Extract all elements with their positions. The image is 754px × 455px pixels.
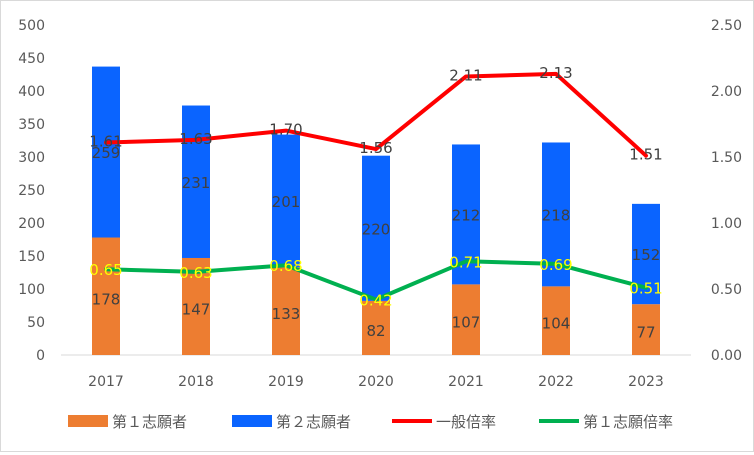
x-axis-tick: 2017	[88, 374, 124, 390]
bar-second-choice	[272, 134, 300, 268]
bar-second-choice-label: 152	[632, 246, 661, 264]
lines	[104, 71, 648, 302]
first-choice-ratio-label: 0.68	[269, 257, 302, 275]
bar-first-choice	[452, 284, 480, 355]
first-choice-ratio-label: 0.69	[539, 256, 572, 274]
left-axis-tick: 250	[18, 183, 45, 199]
x-axis-tick: 2023	[628, 374, 664, 390]
bar-first-choice	[272, 267, 300, 355]
legend-second-choice-label: 第２志願者	[276, 413, 351, 431]
right-axis-tick: 1.50	[711, 150, 742, 166]
left-axis-tick: 200	[18, 216, 45, 232]
x-axis-tick: 2021	[448, 374, 484, 390]
bar-first-choice-label: 133	[272, 305, 301, 323]
left-axis-tick: 50	[27, 315, 45, 331]
bar-second-choice-label: 201	[272, 193, 301, 211]
legend-first-choice-ratio-label: 第１志願倍率	[583, 413, 673, 431]
bar-first-choice	[632, 304, 660, 355]
bar-first-choice	[182, 257, 210, 355]
bar-first-choice	[92, 237, 120, 355]
right-axis: 0.00 0.50 1.00 1.50 2.00 2.50	[711, 18, 742, 364]
bar-first-choice-label: 104	[542, 315, 571, 333]
bar-second-choice-label: 231	[182, 174, 211, 192]
first-choice-ratio-label: 0.63	[179, 264, 212, 282]
bar-second-choice	[92, 66, 120, 238]
general-ratio-label: 1.61	[89, 132, 122, 150]
bars	[92, 66, 660, 355]
left-axis: 0 50 100 150 200 250 300 350 400 450 500	[18, 18, 45, 364]
bar-first-choice-label: 82	[366, 322, 385, 340]
bar-first-choice-label: 77	[636, 324, 655, 342]
left-axis-tick: 350	[18, 117, 45, 133]
bar-first-choice	[362, 300, 390, 355]
right-axis-tick: 1.00	[711, 216, 742, 232]
left-axis-tick: 100	[18, 282, 45, 298]
bar-second-choice-label: 212	[452, 206, 481, 224]
legend-second-choice-swatch	[232, 415, 272, 427]
right-axis-tick: 0.50	[711, 282, 742, 298]
left-axis-tick: 500	[18, 18, 45, 34]
first-choice-ratio-label: 0.65	[89, 261, 122, 279]
first-choice-ratio-label: 0.42	[359, 292, 392, 310]
legend: 第１志願者 第２志願者 一般倍率 第１志願倍率	[68, 413, 673, 431]
left-axis-tick: 450	[18, 51, 45, 67]
left-axis-tick: 150	[18, 249, 45, 265]
bar-first-choice-label: 107	[452, 314, 481, 332]
right-axis-tick: 2.50	[711, 18, 742, 34]
first-choice-ratio-label: 0.71	[449, 253, 482, 271]
right-axis-tick: 0.00	[711, 348, 742, 364]
legend-general-ratio-label: 一般倍率	[436, 413, 496, 431]
bar-first-choice-label: 178	[92, 290, 121, 308]
bar-second-choice	[362, 155, 390, 301]
bar-second-choice-label: 218	[542, 206, 571, 224]
left-axis-tick: 0	[36, 348, 45, 364]
bar-first-choice-label: 147	[182, 300, 211, 318]
bar-first-choice	[542, 286, 570, 355]
left-axis-tick: 300	[18, 150, 45, 166]
general-ratio-label: 1.63	[179, 130, 212, 148]
x-axis-tick: 2022	[538, 374, 574, 390]
right-axis-tick: 2.00	[711, 84, 742, 100]
legend-first-choice-label: 第１志願者	[112, 413, 187, 431]
general-ratio-line	[104, 71, 648, 158]
x-axis-tick: 2020	[358, 374, 394, 390]
general-ratio-label: 1.70	[269, 121, 302, 139]
general-ratio-label: 1.51	[629, 146, 662, 164]
first-choice-ratio-label: 0.51	[629, 280, 662, 298]
first-choice-ratio-line	[104, 259, 648, 302]
x-axis-tick: 2018	[178, 374, 214, 390]
legend-first-choice-swatch	[68, 415, 108, 427]
left-axis-tick: 400	[18, 84, 45, 100]
x-axis: 2017 2018 2019 2020 2021 2022 2023	[61, 354, 691, 390]
data-labels: 178 259 147 231 133 201 82 220 107 212 104 218 77 152…	[89, 64, 662, 342]
bar-second-choice-label: 259	[92, 144, 121, 162]
x-axis-tick: 2019	[268, 374, 304, 390]
general-ratio-label: 1.56	[359, 139, 392, 157]
bar-second-choice	[182, 105, 210, 258]
general-ratio-label: 2.11	[449, 66, 482, 84]
bar-second-choice-label: 220	[362, 220, 391, 238]
general-ratio-label: 2.13	[539, 64, 572, 82]
